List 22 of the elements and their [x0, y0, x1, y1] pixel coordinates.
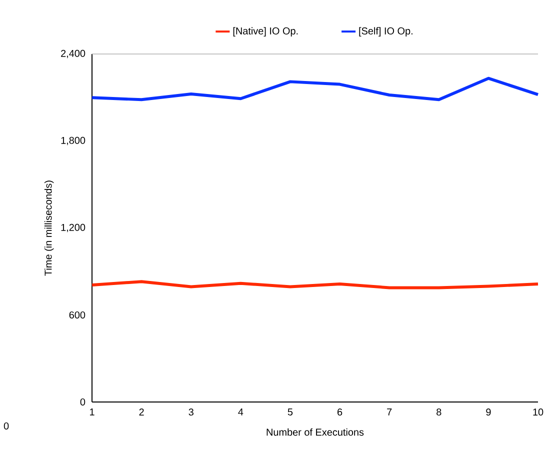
y-axis-title: Time (in milliseconds): [44, 180, 54, 276]
y-tick-label: 2,400: [61, 50, 86, 58]
x-tick-label: 10: [533, 408, 544, 416]
x-tick-label: 6: [338, 408, 342, 416]
line-series: [90, 76, 540, 102]
x-tick-label: 5: [288, 408, 293, 416]
x-tick-label: 4: [238, 408, 244, 416]
x-axis-title: Number of Executions: [266, 428, 364, 436]
y-tick-label: 600: [69, 311, 86, 319]
y-tick-label: 1,800: [61, 136, 86, 146]
y-tick-label: 0: [80, 398, 86, 406]
x-tick-label: 9: [486, 408, 491, 416]
text: 0: [4, 422, 9, 430]
x-tick-label: 1: [90, 408, 94, 416]
x-tick-label: 8: [436, 408, 442, 416]
x-tick-label: 2: [139, 408, 144, 416]
legend-label: [Native] IO Op.: [233, 27, 298, 36]
y-tick-label: 1,200: [61, 224, 86, 232]
legend-label: [Self] IO Op.: [359, 27, 412, 36]
line-series: [90, 280, 540, 290]
x-tick-label: 7: [387, 408, 392, 416]
x-tick-label: 3: [188, 408, 194, 416]
